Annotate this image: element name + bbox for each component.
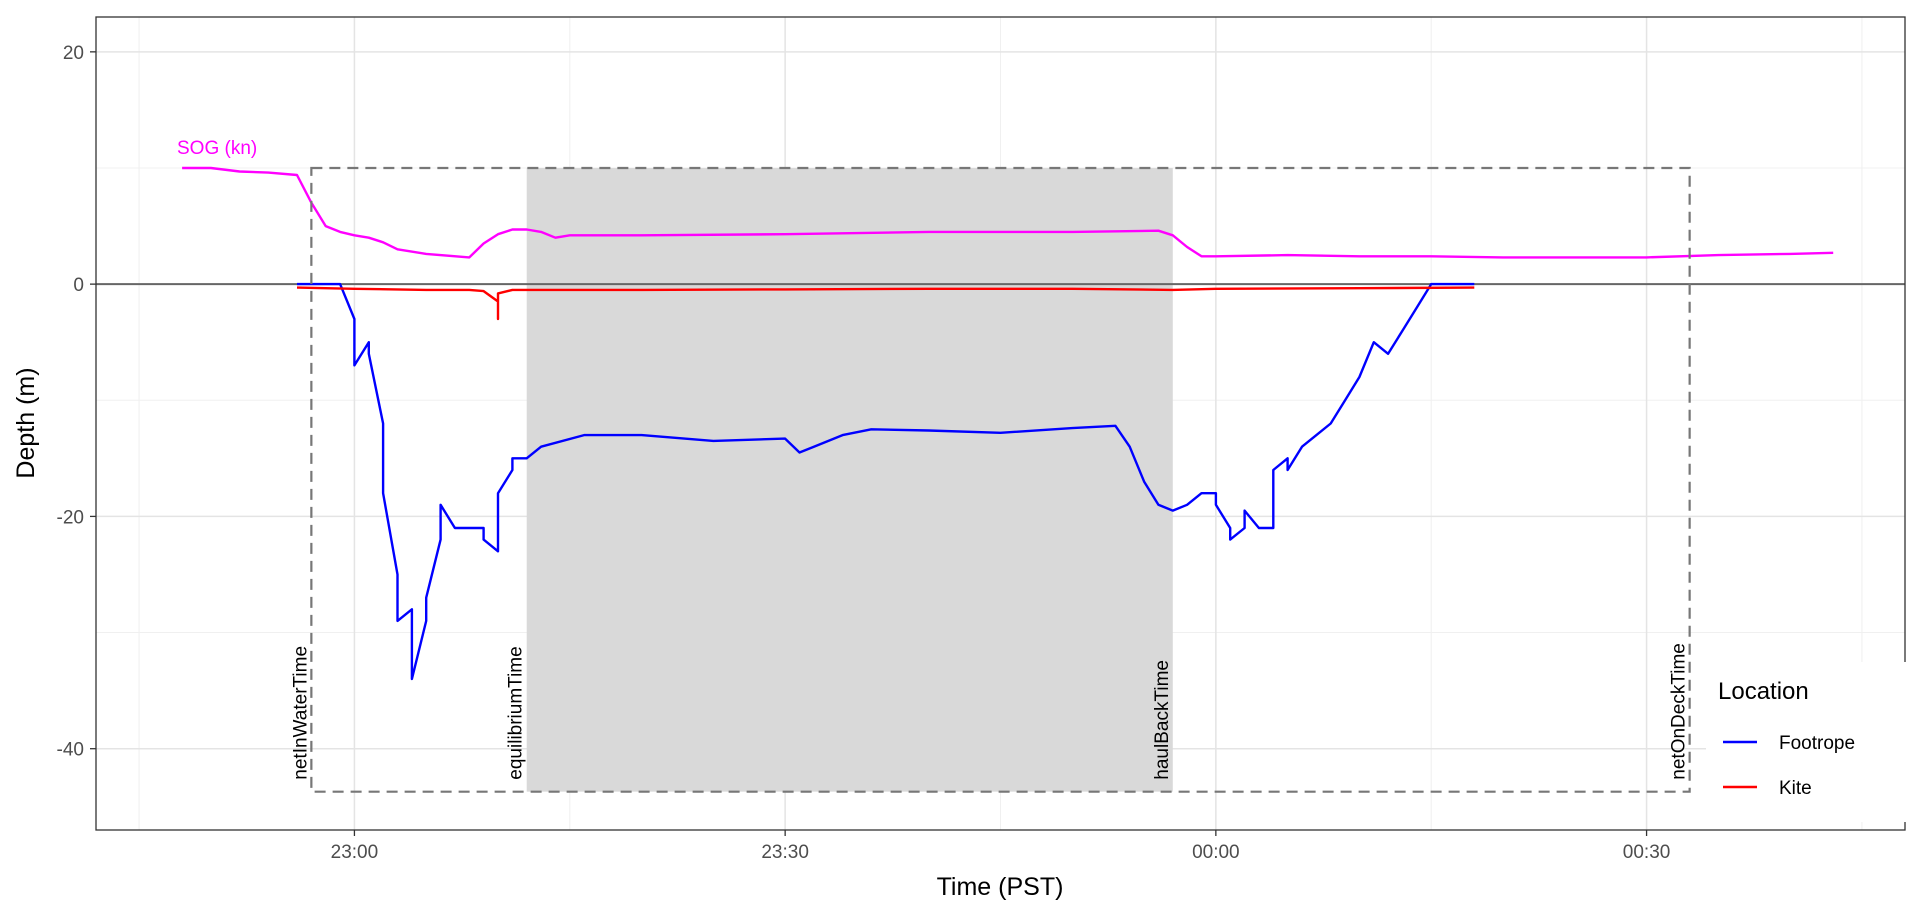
- shaded-region-rect: [526, 167, 1173, 792]
- event-label-equilibriumtime: equilibriumTime: [506, 646, 527, 779]
- event-label-netondecktime: netOnDeckTime: [1669, 643, 1690, 780]
- event-box-rect: [310, 166, 1691, 793]
- y-tick-label: 20: [63, 43, 84, 64]
- x-tick-label: 00:30: [1623, 842, 1671, 863]
- y-tick-label: -40: [57, 740, 84, 761]
- y-axis: 20 0 -20 -40: [57, 43, 96, 761]
- x-tick-label: 00:00: [1192, 842, 1240, 863]
- series-line-footrope: [297, 282, 1475, 681]
- y-tick-label: 0: [73, 275, 84, 296]
- y-tick-label: -20: [57, 507, 84, 528]
- event-label-netinwatertime: netInWaterTime: [290, 646, 311, 780]
- sog-series-label: SOG (kn): [177, 138, 257, 159]
- legend: Location Footrope Kite: [1706, 662, 1906, 822]
- x-axis-title: Time (PST): [937, 873, 1064, 901]
- plot-panel-border: [95, 16, 1906, 831]
- event-label-haulbacktime: haulBackTime: [1152, 660, 1173, 780]
- series-line-kite: [296, 286, 1475, 321]
- series-lines: [182, 166, 1834, 681]
- event-labels: netInWaterTime equilibriumTime haulBackTim…: [290, 643, 1689, 780]
- y-axis-title: Depth (m): [12, 367, 40, 478]
- series-line-sog-kn: [182, 166, 1834, 259]
- legend-label-footrope: Footrope: [1779, 733, 1855, 754]
- x-axis: 23:00 23:30 00:00 00:30: [331, 830, 1671, 863]
- event-box: [310, 166, 1691, 793]
- x-tick-label: 23:00: [331, 842, 379, 863]
- legend-label-kite: Kite: [1779, 778, 1812, 799]
- legend-title: Location: [1718, 678, 1809, 705]
- x-tick-label: 23:30: [761, 842, 809, 863]
- shaded-region: [526, 167, 1173, 792]
